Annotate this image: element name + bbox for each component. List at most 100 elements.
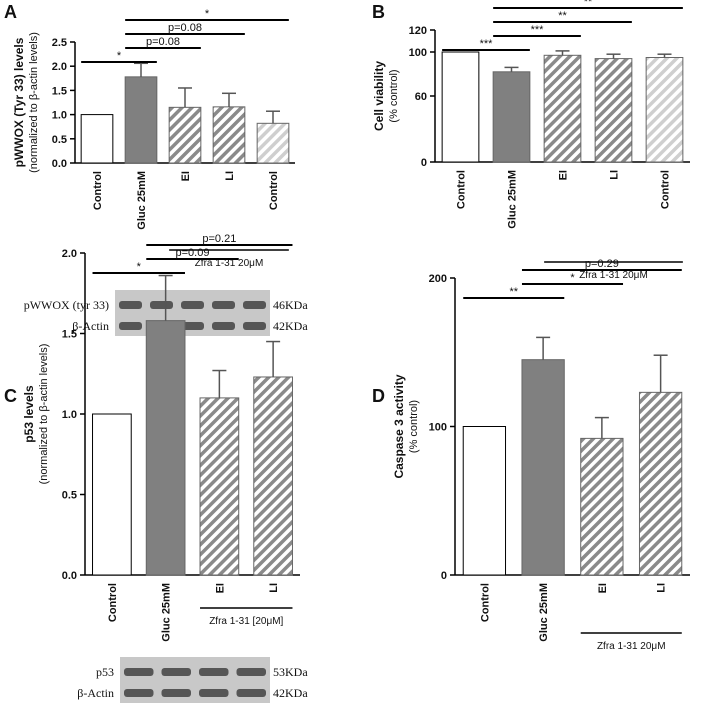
significance-label: p=0.29 <box>585 258 619 270</box>
blot-strip <box>120 683 270 703</box>
y-tick-label: 1.0 <box>52 110 67 122</box>
y-tick-label: 120 <box>409 25 427 37</box>
y-tick-label: 0 <box>421 157 427 169</box>
blot-band <box>199 668 229 676</box>
x-tick-label: EI <box>597 583 609 593</box>
blot-band <box>181 301 204 309</box>
y-tick-label: 0 <box>441 570 447 582</box>
blot-name: β-Actin <box>77 686 114 700</box>
bar <box>521 359 565 576</box>
blot-name: pWWOX (tyr 33) <box>24 298 109 312</box>
panel-letter: B <box>372 2 385 22</box>
x-tick-label: Control <box>456 170 468 209</box>
y-axis-label: Cell viability <box>372 61 386 131</box>
blot-size: 42KDa <box>273 686 308 700</box>
blot-band <box>236 689 266 697</box>
blot-size: 53KDa <box>273 665 308 679</box>
y-axis-label-sub: (% control) <box>408 400 420 453</box>
bar <box>462 426 507 576</box>
blot-band <box>212 301 235 309</box>
y-axis-label: pWWOX (Tyr 33) levels <box>12 37 26 167</box>
blot-band <box>150 301 173 309</box>
bar <box>145 320 186 576</box>
y-tick-label: 0.5 <box>52 134 67 146</box>
y-axis-label: Caspase 3 activity <box>392 374 406 478</box>
y-tick-label: 0.0 <box>52 158 67 170</box>
blot-band <box>236 668 266 676</box>
group-label: Zfra 1-31 20μM <box>195 258 264 269</box>
x-tick-label: EI <box>558 170 570 180</box>
y-axis-label-sub: (normalized to β-actin levels) <box>38 344 50 485</box>
x-tick-label: Control <box>107 583 119 622</box>
blot-name: p53 <box>96 665 114 679</box>
x-tick-label: Gluc 25mM <box>538 583 550 642</box>
x-tick-label: LI <box>224 171 236 181</box>
x-tick-label: Gluc 25mM <box>507 170 519 229</box>
y-tick-label: 1.5 <box>52 85 67 97</box>
bar <box>124 76 158 164</box>
blot-band <box>161 668 191 676</box>
x-tick-label: LI <box>656 583 668 593</box>
x-tick-label: Control <box>660 170 672 209</box>
bar <box>543 54 582 163</box>
x-tick-label: Control <box>268 171 280 210</box>
blot-band <box>212 322 235 330</box>
significance-label: * <box>570 272 575 284</box>
bar <box>594 58 633 163</box>
blot-band <box>124 689 154 697</box>
significance-label: * <box>137 261 142 273</box>
y-axis-label: p53 levels <box>22 385 36 443</box>
group-label: Zfra 1-31 20μM <box>579 270 648 281</box>
bar <box>168 106 202 164</box>
bar <box>80 114 114 164</box>
y-tick-label: 2.0 <box>62 248 77 260</box>
panel-letter: A <box>4 2 17 22</box>
blot-band <box>161 689 191 697</box>
x-tick-label: LI <box>609 170 621 180</box>
bar <box>638 391 683 576</box>
bar <box>253 376 293 576</box>
blot-band <box>124 668 154 676</box>
blot-size: 42KDa <box>273 319 308 333</box>
blot-band <box>243 301 266 309</box>
x-tick-label: EI <box>214 583 226 593</box>
significance-label: p=0.08 <box>146 36 180 48</box>
panel-letter: D <box>372 386 385 406</box>
bar <box>580 437 624 576</box>
significance-label: ** <box>509 286 518 298</box>
significance-label: p=0.09 <box>176 247 210 259</box>
x-tick-label: Gluc 25mM <box>161 583 173 642</box>
blot-band <box>199 689 229 697</box>
significance-label: * <box>205 8 210 20</box>
y-axis-label-sub: (% control) <box>388 69 400 122</box>
x-tick-label: Control <box>92 171 104 210</box>
significance-label: * <box>117 50 122 62</box>
y-tick-label: 2.0 <box>52 61 67 73</box>
blot-band <box>243 322 266 330</box>
blot-size: 46KDa <box>273 298 308 312</box>
x-tick-label: LI <box>268 583 280 593</box>
y-tick-label: 60 <box>415 91 427 103</box>
blot-name: β-Actin <box>72 319 109 333</box>
panel-letter: C <box>4 386 17 406</box>
significance-label: *** <box>531 24 545 36</box>
significance-label: ** <box>558 10 567 22</box>
bar <box>199 397 240 576</box>
y-tick-label: 200 <box>429 273 447 285</box>
bar <box>441 51 480 163</box>
bar <box>492 71 531 163</box>
blot-band <box>119 322 142 330</box>
y-tick-label: 100 <box>429 422 447 434</box>
y-tick-label: 0.0 <box>62 570 77 582</box>
bar <box>645 57 684 163</box>
bar <box>212 106 246 164</box>
y-tick-label: 2.5 <box>52 37 67 49</box>
y-tick-label: 1.5 <box>62 329 77 341</box>
blot-band <box>119 301 142 309</box>
y-tick-label: 1.0 <box>62 409 77 421</box>
group-label: Zfra 1-31 20μM <box>597 641 666 652</box>
significance-label: p=0.08 <box>168 22 202 34</box>
significance-label: ** <box>584 0 593 8</box>
y-axis-label-sub: (normalized to β-actin levels) <box>28 32 40 173</box>
